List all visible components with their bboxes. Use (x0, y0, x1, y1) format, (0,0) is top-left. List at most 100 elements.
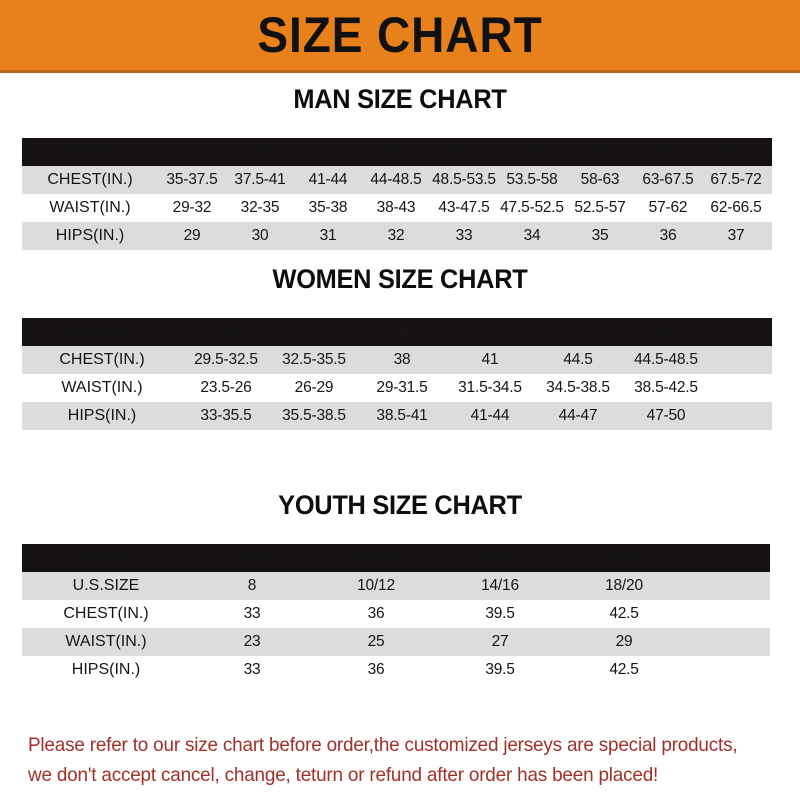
cell-man-0-0: 35-37.5 (158, 166, 226, 194)
cell-women-1-5: 38.5-42.5 (622, 374, 710, 402)
table-row: HIPS(IN.) 29 30 31 32 33 34 35 36 37 (22, 222, 772, 250)
cell-youth-1-0: 33 (190, 600, 314, 628)
table-row: CHEST(IN.) 35-37.5 37.5-41 41-44 44-48.5 48.5… (22, 166, 772, 194)
cell-man-2-1: 30 (226, 222, 294, 250)
column-header-women-2: M (358, 318, 446, 346)
cell-youth-2-2: 27 (438, 628, 562, 656)
cell-youth-3-0: 33 (190, 656, 314, 684)
cell-man-1-0: 29-32 (158, 194, 226, 222)
column-header-man-6: 4XL (566, 138, 634, 166)
page-banner: SIZE CHART (0, 0, 800, 73)
section-man: MAN SIZE CHART MEN'S S M L XL 2XL 3XL 4XL 5XL 6XL… (0, 84, 800, 250)
table-row: HIPS(IN.) 33 36 39.5 42.5 (22, 656, 770, 684)
row-label-youth-0: U.S.SIZE (22, 572, 190, 600)
page-title: SIZE CHART (257, 7, 543, 63)
column-header-man-5: 3XL (498, 138, 566, 166)
cell-man-0-4: 48.5-53.5 (430, 166, 498, 194)
cell-youth-0-3: 18/20 (562, 572, 686, 600)
column-header-women-5: XXL (622, 318, 710, 346)
column-header-women-3: L (446, 318, 534, 346)
cell-man-1-3: 38-43 (362, 194, 430, 222)
cell-man-2-4: 33 (430, 222, 498, 250)
cell-women-0-0: 29.5-32.5 (182, 346, 270, 374)
cell-spacer (770, 222, 772, 250)
table-row: HIPS(IN.) 33-35.5 35.5-38.5 38.5-41 41-44 44-… (22, 402, 772, 430)
cell-women-1-1: 26-29 (270, 374, 358, 402)
cell-man-2-0: 29 (158, 222, 226, 250)
section-title-youth: YOUTH SIZE CHART (278, 490, 522, 520)
cell-man-0-5: 53.5-58 (498, 166, 566, 194)
cell-man-2-2: 31 (294, 222, 362, 250)
row-label-women-0: CHEST(IN.) (22, 346, 182, 374)
cell-women-1-3: 31.5-34.5 (446, 374, 534, 402)
cell-women-2-2: 38.5-41 (358, 402, 446, 430)
cell-spacer (686, 572, 770, 600)
cell-man-2-8: 37 (702, 222, 770, 250)
cell-youth-0-0: 8 (190, 572, 314, 600)
column-header-women-4: XL (534, 318, 622, 346)
cell-youth-1-3: 42.5 (562, 600, 686, 628)
cell-spacer (710, 402, 772, 430)
cell-women-1-2: 29-31.5 (358, 374, 446, 402)
cell-youth-3-3: 42.5 (562, 656, 686, 684)
table-row: WAIST(IN.) 23.5-26 26-29 29-31.5 31.5-34.5 34… (22, 374, 772, 402)
cell-spacer (686, 628, 770, 656)
cell-man-2-3: 32 (362, 222, 430, 250)
row-label-women-1: WAIST(IN.) (22, 374, 182, 402)
row-label-man-1: WAIST(IN.) (22, 194, 158, 222)
table-header-row: YOUTH YTH S YTH M YTH L YTH XL (22, 544, 770, 572)
table-row: U.S.SIZE 8 10/12 14/16 18/20 (22, 572, 770, 600)
cell-man-1-2: 35-38 (294, 194, 362, 222)
size-table-man: MEN'S S M L XL 2XL 3XL 4XL 5XL 6XL CHEST(IN.) 35-37… (22, 138, 772, 250)
cell-youth-2-1: 25 (314, 628, 438, 656)
section-youth: YOUTH SIZE CHART YOUTH YTH S YTH M YTH L YTH… (0, 490, 800, 684)
cell-spacer (770, 194, 772, 222)
cell-women-1-0: 23.5-26 (182, 374, 270, 402)
section-title-man: MAN SIZE CHART (293, 84, 507, 114)
row-label-man-0: CHEST(IN.) (22, 166, 158, 194)
cell-youth-1-1: 36 (314, 600, 438, 628)
column-header-man-3: XL (362, 138, 430, 166)
cell-man-1-4: 43-47.5 (430, 194, 498, 222)
cell-women-0-2: 38 (358, 346, 446, 374)
column-header-youth-2: YTH L (438, 544, 562, 572)
column-header-man-4: 2XL (430, 138, 498, 166)
column-header-women-0: XS (182, 318, 270, 346)
row-label-women-2: HIPS(IN.) (22, 402, 182, 430)
cell-man-1-7: 57-62 (634, 194, 702, 222)
table-header-label: MEN'S (22, 138, 158, 166)
table-header-row: MEN'S S M L XL 2XL 3XL 4XL 5XL 6XL (22, 138, 772, 166)
table-header-label: YOUTH (22, 544, 190, 572)
cell-man-1-6: 52.5-57 (566, 194, 634, 222)
order-policy-note: Please refer to our size chart before or… (28, 730, 757, 790)
column-header-women-1: S (270, 318, 358, 346)
column-header-spacer (686, 544, 770, 572)
table-header-row: WOMEN'S XS S M L XL XXL (22, 318, 772, 346)
column-header-man-1: M (226, 138, 294, 166)
cell-youth-0-1: 10/12 (314, 572, 438, 600)
column-header-spacer (710, 318, 772, 346)
cell-man-0-7: 63-67.5 (634, 166, 702, 194)
table-row: WAIST(IN.) 29-32 32-35 35-38 38-43 43-47.5 47.… (22, 194, 772, 222)
column-header-youth-0: YTH S (190, 544, 314, 572)
size-table-women: WOMEN'S XS S M L XL XXL CHEST(IN.) 29.5-32.5 32.5… (22, 318, 772, 430)
column-header-man-2: L (294, 138, 362, 166)
row-label-youth-3: HIPS(IN.) (22, 656, 190, 684)
cell-man-1-8: 62-66.5 (702, 194, 770, 222)
cell-man-2-7: 36 (634, 222, 702, 250)
cell-youth-0-2: 14/16 (438, 572, 562, 600)
cell-women-0-3: 41 (446, 346, 534, 374)
cell-women-2-4: 44-47 (534, 402, 622, 430)
cell-spacer (686, 600, 770, 628)
cell-man-2-5: 34 (498, 222, 566, 250)
cell-women-0-5: 44.5-48.5 (622, 346, 710, 374)
cell-women-0-1: 32.5-35.5 (270, 346, 358, 374)
cell-man-0-2: 41-44 (294, 166, 362, 194)
table-row: CHEST(IN.) 29.5-32.5 32.5-35.5 38 41 44.5 44.5… (22, 346, 772, 374)
column-header-youth-3: YTH XL (562, 544, 686, 572)
cell-spacer (770, 166, 772, 194)
cell-women-2-0: 33-35.5 (182, 402, 270, 430)
column-header-man-8: 6XL (702, 138, 770, 166)
table-header-label: WOMEN'S (22, 318, 182, 346)
